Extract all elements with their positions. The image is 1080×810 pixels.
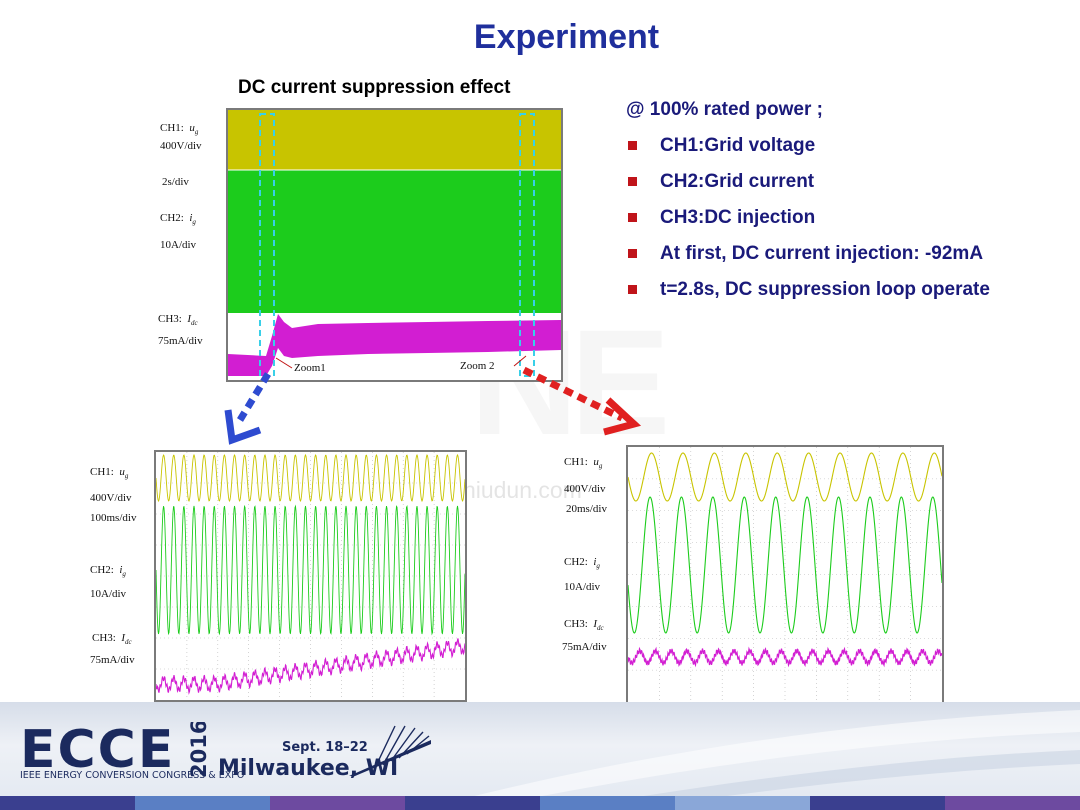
bullet-item: CH1:Grid voltage xyxy=(626,135,1066,157)
ch1-voltage-trace xyxy=(628,452,942,502)
scope-grid xyxy=(156,452,465,700)
bullet-text: CH3:DC injection xyxy=(660,207,816,228)
ch3-label: CH3: Idc xyxy=(158,313,198,328)
bullet-marker-icon xyxy=(628,249,637,258)
ch2-current-trace xyxy=(628,496,942,634)
ch2-current-trace xyxy=(156,504,465,636)
ch2-scale: 10A/div xyxy=(160,239,197,251)
zoom1-scope-trace xyxy=(156,452,465,700)
scope-grid xyxy=(628,447,942,702)
zoom1-arrow-icon xyxy=(224,372,271,445)
conference-dates: Sept. 18–22 xyxy=(282,740,368,755)
museum-wings-icon xyxy=(349,725,431,776)
bullet-item: t=2.8s, DC suppression loop operate xyxy=(626,279,1066,301)
bullet-list: @ 100% rated power ; CH1:Grid voltage CH… xyxy=(626,99,1066,315)
ch3-label: CH3: Idc xyxy=(92,632,132,647)
ch3-dc-trace xyxy=(156,638,465,695)
ch1-scale: 400V/div xyxy=(90,492,132,504)
bullet-intro: @ 100% rated power ; xyxy=(626,99,823,120)
zoom1-oscilloscope xyxy=(154,450,467,702)
ch1-label: CH1: ug xyxy=(90,466,129,481)
bullet-marker-icon xyxy=(628,177,637,186)
timebase: 100ms/div xyxy=(90,512,137,524)
bullet-marker-icon xyxy=(628,213,637,222)
ch2-label: CH2: ig xyxy=(160,212,196,227)
ch2-scale: 10A/div xyxy=(90,588,127,600)
ch3-scale: 75mA/div xyxy=(158,335,203,347)
main-scope-trace xyxy=(228,110,561,377)
bullet-text: At first, DC current injection: -92mA xyxy=(660,243,984,264)
svg-text:2016: 2016 xyxy=(187,722,211,778)
ch3-label: CH3: Idc xyxy=(564,618,604,633)
zoom2-label: Zoom 2 xyxy=(460,360,495,372)
ch2-scale: 10A/div xyxy=(564,581,601,593)
ch3-dc-trace xyxy=(628,646,942,668)
bullet-marker-icon xyxy=(628,285,637,294)
bullet-item: CH2:Grid current xyxy=(626,171,1066,193)
footer-color-bar xyxy=(0,796,1080,810)
ch1-label: CH1: ug xyxy=(564,456,603,471)
bullet-item: At first, DC current injection: -92mA xyxy=(626,243,1066,265)
zoom1-label: Zoom1 xyxy=(294,362,326,374)
ecce-org-text: IEEE ENERGY CONVERSION CONGRESS & EXPO xyxy=(20,770,245,781)
figure-subtitle: DC current suppression effect xyxy=(238,77,511,98)
ecce-logo: ECCE xyxy=(20,720,176,780)
bullet-text: CH1:Grid voltage xyxy=(660,135,816,156)
ch2-label: CH2: ig xyxy=(564,556,600,571)
bullet-text: CH2:Grid current xyxy=(660,171,815,192)
footer-swoosh-icon xyxy=(420,710,1080,810)
ecce-year-badge: 2016 xyxy=(187,722,211,778)
bullet-marker-icon xyxy=(628,141,637,150)
ch1-scale: 400V/div xyxy=(564,483,606,495)
timebase: 2s/div xyxy=(162,176,189,188)
zoom2-oscilloscope xyxy=(626,445,944,704)
ch1-scale: 400V/div xyxy=(160,140,202,152)
conference-footer: ECCE 2016 IEEE ENERGY CONVERSION CONGRES… xyxy=(0,702,1080,810)
slide-title: Experiment xyxy=(473,18,660,56)
bullet-text: t=2.8s, DC suppression loop operate xyxy=(660,279,990,300)
main-oscilloscope: Zoom1 Zoom 2 xyxy=(226,108,563,382)
ch1-voltage-trace xyxy=(156,453,465,503)
ch3-scale: 75mA/div xyxy=(90,654,135,666)
bullet-item: CH3:DC injection xyxy=(626,207,1066,229)
timebase: 20ms/div xyxy=(566,503,607,515)
ch1-label: CH1: ug xyxy=(160,122,199,137)
ch2-label: CH2: ig xyxy=(90,564,126,579)
ch3-scale: 75mA/div xyxy=(562,641,607,653)
zoom2-arrow-icon xyxy=(522,366,642,436)
zoom2-scope-trace xyxy=(628,447,942,702)
